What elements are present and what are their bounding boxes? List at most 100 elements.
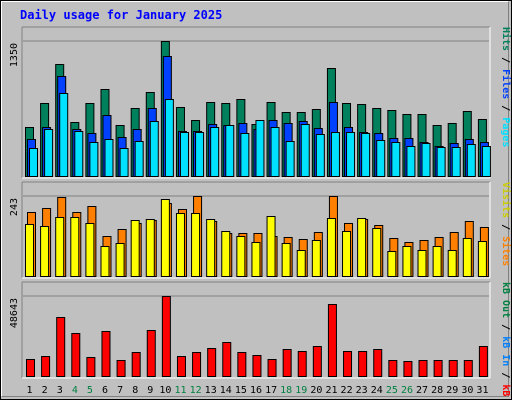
day-label-12: 12 <box>190 385 202 396</box>
day-label-10: 10 <box>159 385 171 396</box>
bar-pages-day-30 <box>466 144 476 177</box>
day-label-13: 13 <box>205 385 217 396</box>
bar-pages-day-28 <box>436 147 446 177</box>
day-label-5: 5 <box>87 385 93 396</box>
bar-kbf-day-27 <box>418 360 428 377</box>
bar-pages-day-20 <box>315 134 325 177</box>
bar-pages-day-26 <box>406 146 416 177</box>
bar-kbf-day-15 <box>237 352 247 377</box>
day-label-30: 30 <box>461 385 473 396</box>
day-label-3: 3 <box>57 385 63 396</box>
bar-kbf-day-4 <box>71 333 81 377</box>
visits-panel-legend: Visits / Sites <box>500 182 512 266</box>
bar-visits-day-29 <box>447 250 457 277</box>
bar-visits-day-27 <box>417 250 427 277</box>
bar-pages-day-31 <box>481 146 491 177</box>
bar-pages-day-5 <box>89 142 99 177</box>
bar-kbf-day-16 <box>252 355 262 377</box>
bar-kbf-day-19 <box>297 351 307 377</box>
bar-visits-day-11 <box>175 213 185 277</box>
bar-pages-day-1 <box>29 148 38 177</box>
kbytes-panel-legend-part-4: kB F <box>500 384 511 400</box>
bar-pages-day-4 <box>74 131 84 177</box>
bar-visits-day-23 <box>357 218 367 277</box>
bar-visits-day-30 <box>462 238 472 277</box>
bar-visits-day-13 <box>206 219 216 277</box>
bar-pages-day-15 <box>240 133 250 177</box>
day-label-14: 14 <box>220 385 232 396</box>
day-label-7: 7 <box>117 385 123 396</box>
visits-panel-ymax-label: 243 <box>9 198 20 216</box>
bar-pages-day-29 <box>451 147 461 177</box>
bar-visits-day-4 <box>70 217 80 277</box>
bar-visits-day-10 <box>160 199 170 277</box>
hits-panel-legend-part-2: Files <box>500 69 512 99</box>
kbytes-panel-legend-part-2: kB In <box>500 336 511 366</box>
kbytes-panel-legend-part-3: / <box>500 366 511 384</box>
visits-panel-legend-part-1: / <box>500 218 511 236</box>
bar-pages-day-23 <box>361 133 371 177</box>
visits-panel-legend-part-0: Visits <box>500 182 512 218</box>
bar-pages-day-21 <box>330 132 340 177</box>
bar-visits-day-25 <box>387 251 397 277</box>
day-label-21: 21 <box>325 385 337 396</box>
bar-pages-day-13 <box>210 127 220 177</box>
day-label-8: 8 <box>132 385 138 396</box>
bar-pages-day-19 <box>300 124 310 177</box>
bar-kbf-day-2 <box>41 356 51 377</box>
bar-visits-day-14 <box>221 231 231 277</box>
bar-kbf-day-26 <box>403 361 413 377</box>
day-label-27: 27 <box>416 385 428 396</box>
bar-kbf-day-31 <box>478 346 488 377</box>
bar-visits-day-1 <box>25 224 34 277</box>
kbytes-panel-ymax-label: 48643 <box>9 298 20 328</box>
day-label-22: 22 <box>341 385 353 396</box>
hits-panel-ymax-label: 1350 <box>9 43 20 67</box>
bar-visits-day-31 <box>477 241 487 277</box>
bar-visits-day-6 <box>100 246 110 277</box>
bar-visits-day-3 <box>55 217 65 277</box>
bar-kbf-day-30 <box>463 360 473 377</box>
day-label-31: 31 <box>476 385 488 396</box>
hits-panel-legend-part-0: Hits <box>500 27 512 51</box>
bar-pages-day-14 <box>225 125 235 177</box>
bar-visits-day-8 <box>130 220 140 277</box>
bar-pages-day-9 <box>149 121 159 177</box>
bar-pages-day-11 <box>179 132 189 177</box>
bar-visits-day-17 <box>266 216 276 277</box>
day-label-6: 6 <box>102 385 108 396</box>
bar-kbf-day-23 <box>358 351 368 377</box>
bar-visits-day-15 <box>236 236 246 277</box>
day-label-18: 18 <box>280 385 292 396</box>
bar-pages-day-16 <box>255 120 265 177</box>
day-label-24: 24 <box>371 385 383 396</box>
bar-kbf-day-1 <box>26 359 35 377</box>
visits-panel-legend-part-2: Sites <box>500 236 512 266</box>
bar-kbf-day-7 <box>116 360 126 377</box>
bar-kbf-day-6 <box>101 331 111 377</box>
bar-kbf-day-25 <box>388 360 398 377</box>
bar-kbf-day-29 <box>448 360 458 377</box>
bar-pages-day-10 <box>164 99 174 177</box>
hits-panel-legend-part-4: Pages <box>500 117 511 147</box>
bar-kbf-day-18 <box>282 349 292 377</box>
day-label-11: 11 <box>174 385 186 396</box>
day-label-29: 29 <box>446 385 458 396</box>
day-label-16: 16 <box>250 385 262 396</box>
bar-visits-day-24 <box>372 228 382 277</box>
bar-visits-day-9 <box>145 219 155 277</box>
bar-pages-day-7 <box>119 148 129 177</box>
day-label-26: 26 <box>401 385 413 396</box>
day-label-25: 25 <box>386 385 398 396</box>
bar-pages-day-3 <box>59 93 69 177</box>
bar-visits-day-26 <box>402 246 412 277</box>
day-label-19: 19 <box>295 385 307 396</box>
bar-visits-day-5 <box>85 223 95 277</box>
bar-kbf-day-17 <box>267 359 277 377</box>
day-label-4: 4 <box>72 385 78 396</box>
bar-pages-day-17 <box>270 127 280 177</box>
bar-pages-day-25 <box>391 142 401 177</box>
bar-kbf-day-11 <box>176 356 186 377</box>
day-label-17: 17 <box>265 385 277 396</box>
